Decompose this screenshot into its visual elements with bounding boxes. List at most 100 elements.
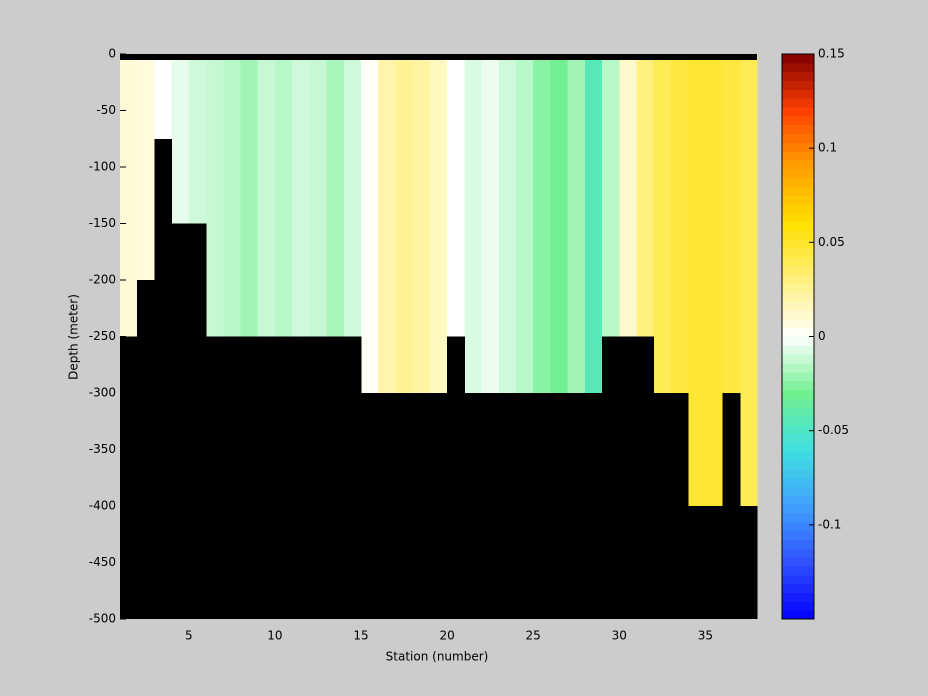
y-tick-label: -150 [89, 216, 116, 230]
colorbar-tick-label: -0.1 [818, 517, 841, 531]
heat-cell [550, 336, 569, 394]
colorbar-swatch [782, 292, 814, 302]
colorbar-swatch [782, 124, 814, 134]
heat-cell [688, 110, 706, 168]
heat-cell [705, 336, 724, 394]
heat-cell [584, 110, 603, 168]
heat-cell [395, 280, 414, 337]
heat-cell [447, 110, 465, 168]
heat-cell [274, 54, 293, 111]
heat-cell [498, 336, 517, 394]
heat-cell [636, 54, 655, 111]
seabed [567, 393, 586, 619]
heat-cell [171, 167, 190, 224]
heat-cell [395, 110, 414, 168]
heat-cell [670, 280, 689, 337]
heat-cell [498, 167, 517, 224]
colorbar-swatch [782, 204, 814, 214]
x-tick-label: 35 [698, 629, 713, 643]
heat-cell [739, 223, 758, 281]
heat-cell [326, 280, 345, 337]
heat-cell [705, 449, 724, 507]
heat-cell [584, 280, 603, 337]
colorbar-swatch [782, 142, 814, 152]
seabed [137, 280, 155, 619]
heat-cell [688, 449, 706, 507]
heat-cell [464, 167, 483, 224]
heat-cell [206, 167, 224, 224]
colorbar-swatch [782, 230, 814, 240]
colorbar-swatch [782, 310, 814, 320]
heat-cell [584, 223, 603, 281]
x-tick-label: 25 [526, 629, 541, 643]
heat-cell [567, 110, 586, 168]
y-tick-label: -500 [89, 612, 116, 626]
colorbar-swatch [782, 574, 814, 585]
heat-cell [602, 223, 620, 281]
colorbar-swatch [782, 283, 814, 293]
seabed [171, 223, 190, 619]
colorbar-tick-label: 0.05 [818, 235, 845, 249]
heat-cell [309, 110, 328, 168]
heat-cell [498, 223, 517, 281]
heat-cell [550, 223, 569, 281]
colorbar-swatch [782, 98, 814, 108]
y-axis-label: Depth (meter) [67, 294, 81, 380]
heat-cell [223, 280, 242, 337]
heat-cell [515, 167, 534, 224]
seabed [240, 336, 259, 619]
heat-cell [464, 223, 483, 281]
heat-cell [567, 336, 586, 394]
heat-cell [481, 54, 500, 111]
heat-cell [274, 167, 293, 224]
heat-cell [309, 54, 328, 111]
heat-cell [722, 167, 741, 224]
heat-cell [515, 54, 534, 111]
colorbar-swatch [782, 583, 814, 594]
heat-cell [688, 280, 706, 337]
heat-cell [447, 280, 465, 337]
heat-cell [550, 110, 569, 168]
heat-cell [223, 110, 242, 168]
heat-cell [567, 167, 586, 224]
seabed [533, 393, 551, 619]
heat-cell [240, 223, 259, 281]
x-tick-label: 20 [439, 629, 454, 643]
seabed [206, 336, 224, 619]
heat-cell [361, 110, 379, 168]
heat-cell [378, 336, 396, 394]
heat-cell [567, 280, 586, 337]
heat-cell [464, 54, 483, 111]
heat-cell [206, 110, 224, 168]
heat-cell [292, 110, 310, 168]
heat-cell [481, 223, 500, 281]
heat-cell [705, 280, 724, 337]
colorbar-swatch [782, 592, 814, 602]
heat-cell [378, 54, 396, 111]
seabed [343, 336, 362, 619]
heat-cell [447, 167, 465, 224]
heat-cell [240, 280, 259, 337]
colorbar-swatch [782, 195, 814, 205]
heat-cell [584, 54, 603, 111]
heat-cell [292, 280, 310, 337]
heat-cell [274, 280, 293, 337]
heat-cell [326, 54, 345, 111]
heat-cell [257, 167, 276, 224]
top-border [120, 54, 757, 60]
heat-cell [412, 54, 431, 111]
heat-cell [653, 280, 672, 337]
heat-cell [705, 167, 724, 224]
heat-cell [515, 280, 534, 337]
heat-cell [533, 280, 551, 337]
seabed [481, 393, 500, 619]
heat-cell [688, 167, 706, 224]
seabed [309, 336, 328, 619]
heat-cell [206, 280, 224, 337]
heat-cell [326, 167, 345, 224]
heat-cell [292, 54, 310, 111]
heat-cell [584, 336, 603, 394]
colorbar-tick-label: 0.15 [818, 47, 845, 61]
seabed [154, 138, 173, 619]
colorbar-swatch [782, 601, 814, 611]
